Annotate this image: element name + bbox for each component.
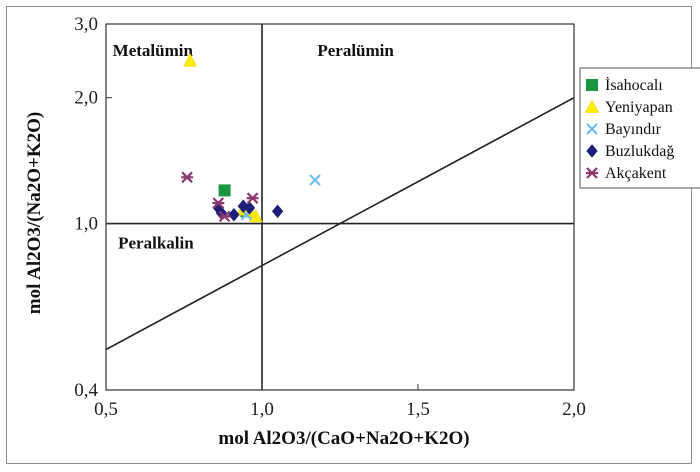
data-point-square — [218, 184, 231, 197]
plot-area — [105, 23, 575, 391]
data-point-asterisk — [218, 210, 231, 223]
diamond-marker-icon — [228, 207, 240, 222]
data-point-asterisk — [212, 197, 225, 209]
asterisk-marker-icon — [181, 171, 194, 184]
legend-marker-square — [586, 79, 598, 91]
data-point-x — [309, 174, 321, 186]
square-marker-icon — [218, 184, 231, 197]
chart-frame — [6, 6, 692, 464]
legend-label: Yeniyapan — [605, 99, 673, 116]
y-tick-label: 0,4 — [74, 380, 98, 401]
diamond-marker-icon — [243, 201, 256, 215]
legend-box — [579, 67, 700, 189]
boundary-line-diagonal — [106, 96, 574, 351]
data-point-triangle — [183, 53, 198, 67]
legend-marker-diamond — [586, 144, 598, 158]
legend-marker-asterisk — [586, 167, 598, 179]
data-point-asterisk — [181, 171, 194, 184]
region-label-peralümin: Peralümin — [317, 41, 394, 60]
data-point-diamond — [271, 204, 284, 219]
data-point-asterisk — [246, 192, 259, 204]
legend-label: İsahocalı — [605, 76, 663, 94]
legend-marker-x — [586, 123, 598, 135]
y-tick-label: 3,0 — [74, 14, 98, 35]
legend-label: Bayındır — [605, 121, 662, 138]
x-marker-icon — [309, 174, 321, 186]
y-tick-label: 1,0 — [74, 214, 98, 235]
asterisk-marker-icon — [246, 192, 259, 204]
x-tick-label: 1,0 — [250, 399, 274, 420]
legend-label: Buzlukdağ — [605, 143, 674, 160]
diamond-marker-icon — [586, 144, 598, 158]
legend-label: Akçakent — [605, 165, 667, 182]
asterisk-marker-icon — [212, 197, 225, 209]
triangle-marker-icon — [585, 99, 599, 113]
asterisk-marker-icon — [586, 167, 598, 179]
region-label-peralkalin: Peralkalin — [118, 234, 194, 253]
x-tick-label: 1,5 — [406, 399, 430, 420]
square-marker-icon — [586, 79, 598, 91]
diamond-marker-icon — [271, 204, 284, 219]
x-tick-label: 2,0 — [562, 399, 586, 420]
region-label-metalümin: Metalümin — [113, 41, 194, 60]
triangle-marker-icon — [183, 53, 198, 67]
x-tick-label: 0,5 — [94, 399, 118, 420]
y-axis-title: mol Al2O3/(Na2O+K2O) — [24, 112, 45, 314]
data-point-diamond — [243, 201, 256, 215]
y-tick-label: 2,0 — [74, 88, 98, 109]
data-point-diamond — [228, 207, 240, 222]
x-marker-icon — [586, 123, 598, 135]
x-axis-title: mol Al2O3/(CaO+Na2O+K2O) — [218, 428, 469, 449]
asterisk-marker-icon — [218, 210, 231, 223]
legend-marker-triangle — [585, 99, 599, 113]
legend: İsahocalı Yeniyapan Bayındır Buzlukdağ Akçak… — [579, 67, 700, 189]
